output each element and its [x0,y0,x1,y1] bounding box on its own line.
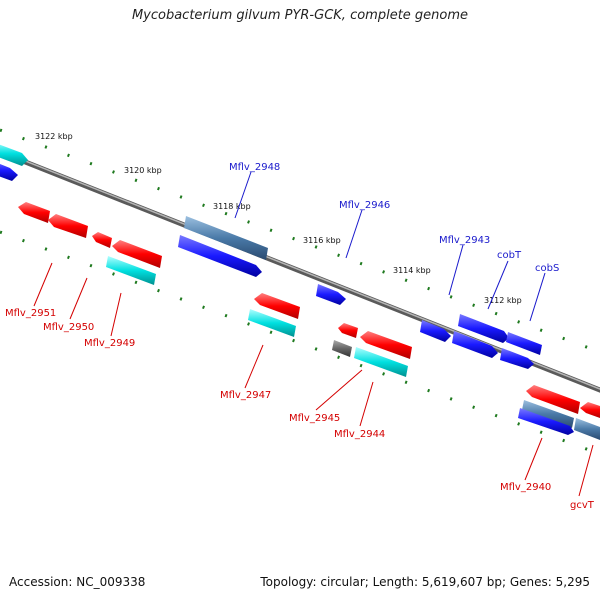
gene-label: gcvT [570,500,595,511]
gene-block [332,340,352,357]
gene-label: Mflv_2945 [289,413,340,424]
tick-label: 3112 kbp [484,296,522,305]
gene-block [420,320,451,342]
gene-label: Mflv_2940 [500,482,551,493]
tick-label: 3114 kbp [393,266,431,275]
forward-gene-blocks [0,144,600,440]
gene-label: Mflv_2948 [229,162,280,173]
gene-block [0,164,18,181]
gene-block [354,347,408,377]
gene-label: Mflv_2950 [43,322,94,333]
gene-block [112,240,162,268]
gene-label: Mflv_2944 [334,429,385,440]
gene-label: Mflv_2949 [84,338,135,349]
gene-block [506,332,542,355]
gene-block [574,418,600,440]
gene-block [452,331,498,358]
gene-block [526,385,580,414]
gene-block [18,202,50,223]
tick-label: 3118 kbp [213,202,251,211]
gene-block [316,284,346,305]
gene-label: Mflv_2951 [5,308,56,319]
gene-label: Mflv_2943 [439,235,490,246]
gene-label: Mflv_2947 [220,390,271,401]
forward-leader-lines [234,171,546,322]
gene-block [48,214,88,238]
reverse-labels: Mflv_2951 Mflv_2950 Mflv_2949 Mflv_2947 … [5,308,595,511]
accession-text: Accession: NC_009338 [9,575,146,589]
gene-label: cobS [535,263,559,274]
gene-block [92,232,112,248]
gene-block [248,309,296,337]
reverse-gene-blocks [18,202,600,418]
gene-block [338,323,358,338]
gene-block [522,400,574,428]
gene-block [106,256,156,285]
gene-block [580,402,600,418]
gene-block [178,235,262,277]
gene-block [458,314,509,343]
tick-label: 3120 kbp [124,166,162,175]
gene-block [184,216,268,260]
map-title: Mycobacterium gilvum PYR-GCK, complete g… [131,8,469,23]
gene-block [360,331,412,359]
tick-labels: 3122 kbp 3120 kbp 3118 kbp 3116 kbp 3114… [35,132,522,305]
gene-block [0,144,28,166]
tick-label: 3116 kbp [303,236,341,245]
gene-label: cobT [497,250,522,261]
tick-track-upper [0,128,600,354]
gene-label: Mflv_2946 [339,200,390,211]
forward-labels: Mflv_2948 Mflv_2946 Mflv_2943 cobT cobS [229,162,559,274]
gene-block [518,408,574,435]
gene-block [254,293,300,319]
reverse-leader-lines [33,262,594,497]
topology-text: Topology: circular; Length: 5,619,607 bp… [260,575,590,589]
gene-block [500,348,534,369]
tick-label: 3122 kbp [35,132,73,141]
